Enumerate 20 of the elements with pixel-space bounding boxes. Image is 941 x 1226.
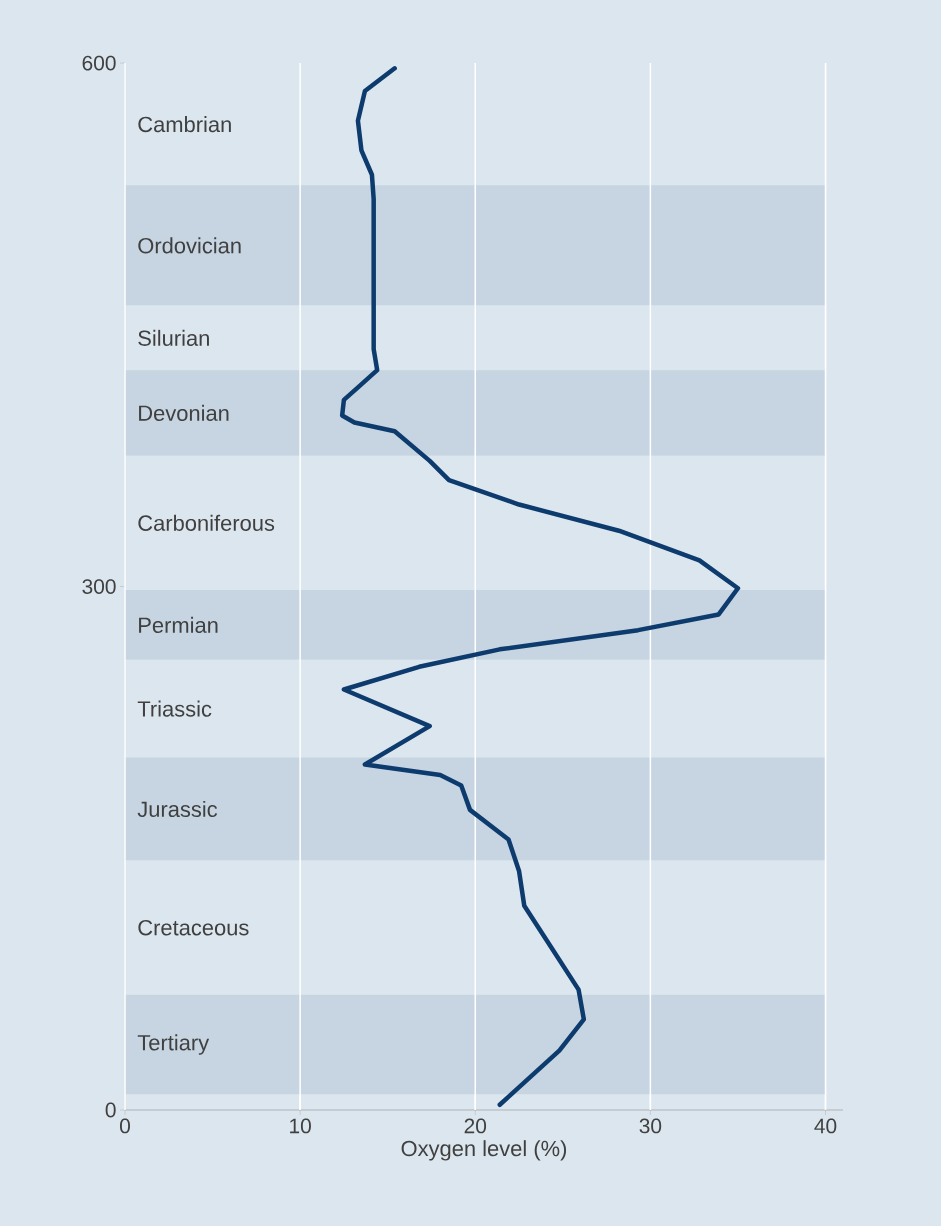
band-label: Ordovician <box>138 237 241 254</box>
x-tick-label: 0 <box>120 1118 130 1134</box>
line-series <box>339 66 741 1108</box>
x-tick-label: 20 <box>464 1118 487 1134</box>
y-tick-label: 600 <box>82 55 116 71</box>
x-tick-label: 40 <box>814 1118 837 1134</box>
band-label: Cretaceous <box>138 919 249 936</box>
band-label: Permian <box>139 616 218 633</box>
band-label: Tertiary <box>137 1034 210 1055</box>
band-label: Silurian <box>138 329 209 346</box>
y-tick-label: 300 <box>82 579 116 594</box>
x-axis-title: Oxygen level (%) <box>401 1140 567 1161</box>
band-label: Cambrian <box>138 116 231 133</box>
x-tick-label: 30 <box>639 1118 662 1134</box>
band-label: Devonian <box>139 404 229 421</box>
x-tick-label: 10 <box>290 1118 311 1134</box>
y-tick-label: 0 <box>105 1102 116 1118</box>
band-label: Carboniferous <box>138 514 275 531</box>
band-label: Triassic <box>137 700 212 717</box>
band-label: Jurassic <box>137 800 218 818</box>
